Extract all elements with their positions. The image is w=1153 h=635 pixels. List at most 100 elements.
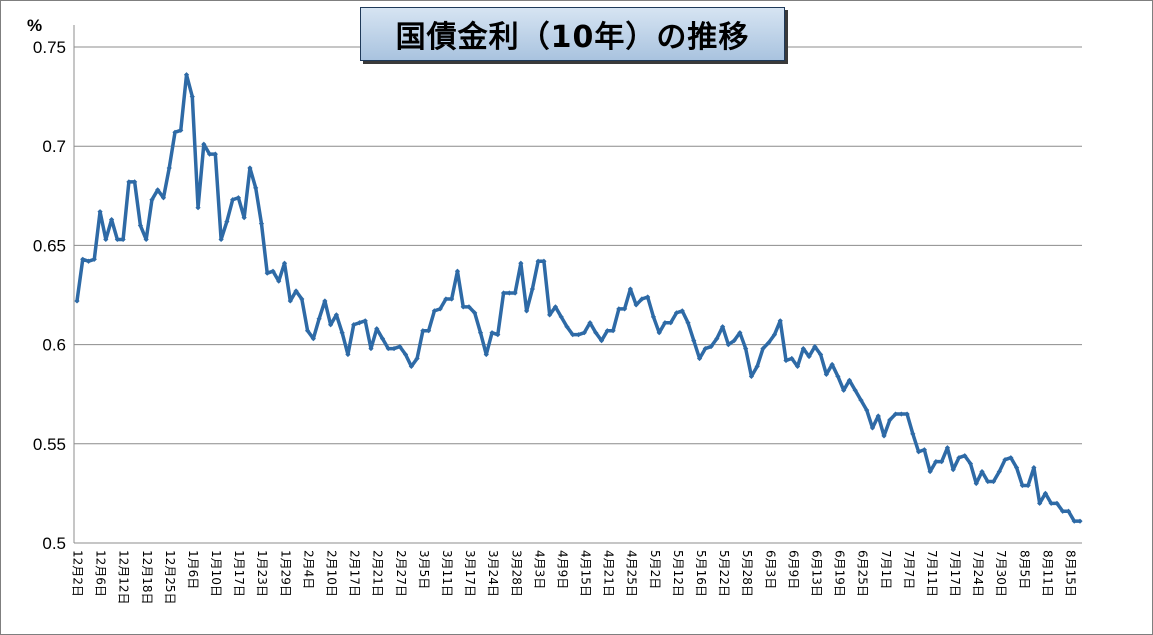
y-tick-labels: 0.5 0.55 0.6 0.65 0.7 0.75 <box>33 38 66 553</box>
data-point <box>662 320 668 326</box>
y-tick-label: 0.7 <box>42 137 66 156</box>
data-point <box>391 345 397 352</box>
data-point <box>835 373 841 379</box>
x-tick-label: 12月2日 <box>71 550 85 597</box>
x-tick-label: 7月1日 <box>879 550 893 589</box>
data-point <box>846 377 853 383</box>
data-point <box>823 371 829 377</box>
data-point <box>385 345 391 352</box>
data-point <box>224 218 230 225</box>
x-tick-label: 4月25日 <box>625 550 639 597</box>
data-point <box>587 320 593 326</box>
x-tick-label: 5月16日 <box>694 550 708 597</box>
data-point <box>841 387 847 393</box>
x-tick-label: 5月22日 <box>717 550 731 597</box>
x-tick-label: 8月5日 <box>1017 550 1031 589</box>
data-point <box>794 363 801 370</box>
y-tick-label: 0.55 <box>33 435 66 454</box>
x-tick-label: 12月12日 <box>117 550 131 605</box>
data-point <box>218 236 224 243</box>
data-point <box>881 433 887 439</box>
data-point <box>483 351 489 358</box>
data-point <box>97 209 103 215</box>
data-point <box>189 94 195 100</box>
data-point <box>276 278 282 284</box>
data-point <box>1060 508 1066 514</box>
data-point <box>668 320 674 326</box>
data-point <box>114 236 120 243</box>
x-tick-label: 12月18日 <box>140 550 154 605</box>
data-point <box>864 407 870 413</box>
data-point <box>812 343 818 350</box>
data-point <box>524 308 530 314</box>
data-point <box>137 222 144 229</box>
data-point <box>962 453 968 459</box>
y-tick-label: 0.5 <box>42 534 66 553</box>
data-point <box>731 338 737 344</box>
data-point <box>80 256 86 262</box>
data-point <box>656 330 662 336</box>
data-point <box>691 338 697 344</box>
data-point <box>725 342 731 348</box>
data-point <box>235 195 242 201</box>
data-point <box>293 288 299 294</box>
data-point <box>564 324 570 330</box>
data-point <box>933 459 939 465</box>
data-point <box>570 332 576 338</box>
data-point <box>472 310 478 316</box>
data-point <box>598 338 605 344</box>
data-point <box>356 320 363 326</box>
data-point <box>195 205 201 211</box>
x-tick-label: 1月29日 <box>278 550 292 597</box>
data-point <box>270 268 276 274</box>
data-point <box>172 129 178 135</box>
data-point <box>374 326 380 332</box>
data-point <box>944 445 951 451</box>
x-tick-label: 7月24日 <box>971 550 985 597</box>
data-point <box>720 324 726 330</box>
series-line <box>75 73 1082 523</box>
data-point <box>581 330 587 336</box>
data-point <box>783 357 789 364</box>
data-point <box>967 461 974 467</box>
data-point <box>939 459 945 465</box>
data-point <box>973 480 979 487</box>
data-point <box>558 314 564 320</box>
data-point <box>610 328 616 334</box>
data-point <box>892 411 899 417</box>
data-point <box>806 353 812 360</box>
data-point <box>1071 518 1077 524</box>
chart-title-box: 国債金利（10年）の推移 <box>360 7 785 61</box>
data-point <box>258 220 265 227</box>
data-point <box>702 345 708 352</box>
data-point <box>535 258 541 264</box>
y-tick-label: 0.65 <box>33 236 66 255</box>
data-point <box>420 328 426 334</box>
x-tick-label: 6月19日 <box>833 550 847 597</box>
x-tick-label: 1月23日 <box>255 550 269 597</box>
data-point <box>299 296 305 302</box>
data-point <box>443 296 449 302</box>
y-tick-label: 0.6 <box>42 336 66 355</box>
x-tick-label: 5月28日 <box>740 550 754 597</box>
data-point <box>852 387 858 393</box>
data-point <box>103 236 109 243</box>
data-point <box>1002 457 1008 463</box>
x-tick-label: 2月21日 <box>371 550 385 597</box>
x-tick-label: 7月11日 <box>925 550 939 597</box>
x-tick-label: 2月10日 <box>325 550 339 597</box>
data-point <box>927 468 933 475</box>
data-point <box>575 332 582 338</box>
data-point <box>1042 490 1049 496</box>
data-point <box>979 468 985 475</box>
x-tick-label: 3月5日 <box>417 550 431 589</box>
data-point <box>748 373 755 379</box>
x-tick-label: 4月15日 <box>579 550 593 597</box>
x-tick-label: 8月11日 <box>1040 550 1054 597</box>
data-point <box>287 298 293 304</box>
data-point <box>408 363 414 370</box>
data-point <box>108 217 115 223</box>
data-point <box>155 187 161 193</box>
data-point <box>85 258 92 264</box>
data-point <box>206 151 213 157</box>
